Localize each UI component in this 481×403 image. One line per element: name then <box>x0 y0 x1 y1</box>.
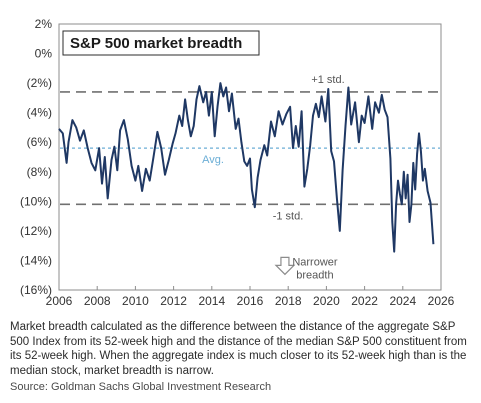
y-axis: 2% 0% (2%) (4%) (6%) (8%) (10%) (12%) (14%) (16%) <box>20 17 52 297</box>
y-tick-label: 2% <box>35 17 53 31</box>
down-arrow-icon <box>274 256 296 276</box>
title-box <box>62 30 260 56</box>
x-tick-label: 2016 <box>237 294 264 308</box>
x-tick-label: 2018 <box>275 294 302 308</box>
chart-title: S&P 500 market breadth <box>70 35 242 52</box>
reference-line-label: -1 std. <box>273 210 304 222</box>
x-axis: 2006 2008 2010 2012 2014 2016 2018 2020 2022 2024… <box>46 286 455 308</box>
breadth-series-line <box>58 82 435 253</box>
chart-caption: Market breadth calculated as the differe… <box>10 321 467 377</box>
y-tick-label: (6%) <box>27 135 52 149</box>
x-tick-label: 2022 <box>351 294 378 308</box>
annotation-text: Narrower <box>292 256 338 268</box>
y-tick-label: (4%) <box>27 106 52 120</box>
y-tick-label: (8%) <box>27 165 52 179</box>
x-tick-label: 2010 <box>122 294 149 308</box>
x-tick-label: 2024 <box>389 294 416 308</box>
y-tick-label: (2%) <box>27 76 52 90</box>
reference-line-label: +1 std. <box>311 74 344 86</box>
y-tick-label: 0% <box>35 47 53 61</box>
series-layer <box>58 82 435 253</box>
y-tick-label: (16%) <box>20 283 52 297</box>
annotation-text: breadth <box>296 269 333 281</box>
source-note: Source: Goldman Sachs Global Investment … <box>10 381 272 393</box>
x-tick-label: 2014 <box>198 294 225 308</box>
x-tick-label: 2012 <box>160 294 187 308</box>
x-tick-label: 2020 <box>313 294 340 308</box>
reference-line-label: Avg. <box>202 154 224 166</box>
reference-lines: +1 std. Avg. -1 std. <box>60 74 440 222</box>
y-tick-label: (14%) <box>20 253 52 267</box>
x-tick-label: 2006 <box>46 294 73 308</box>
plot-frame <box>58 23 442 291</box>
x-tick-label: 2008 <box>84 294 111 308</box>
x-tick-label: 2026 <box>428 294 455 308</box>
y-tick-label: (10%) <box>20 194 52 208</box>
y-tick-label: (12%) <box>20 224 52 238</box>
chart: +1 std. Avg. -1 std. S&P 500 market breadt… <box>20 17 455 308</box>
